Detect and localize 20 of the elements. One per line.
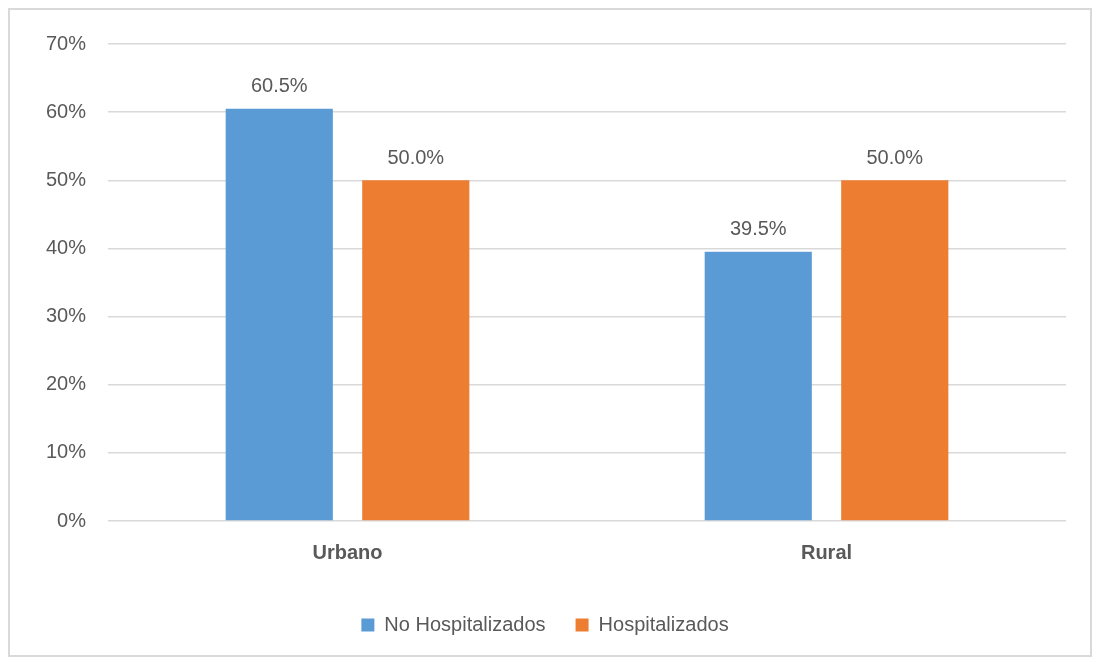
- y-tick-label: 10%: [46, 440, 87, 463]
- x-tick-label: Urbano: [312, 540, 383, 563]
- bar: [225, 108, 333, 521]
- y-tick-label: 30%: [46, 304, 87, 327]
- bar: [704, 251, 812, 521]
- y-tick-label: 70%: [46, 31, 87, 54]
- data-label: 50.0%: [866, 145, 924, 168]
- data-label: 39.5%: [729, 217, 787, 240]
- data-label: 60.5%: [250, 74, 308, 97]
- x-tick-label: Rural: [800, 540, 853, 563]
- bar: [362, 180, 470, 521]
- y-tick-label: 20%: [46, 372, 87, 395]
- data-label: 50.0%: [387, 145, 445, 168]
- y-tick-label: 0%: [57, 508, 87, 531]
- y-tick-label: 60%: [46, 99, 87, 122]
- bar: [841, 180, 949, 521]
- legend-label: Hospitalizados: [598, 612, 729, 635]
- y-tick-label: 40%: [46, 235, 87, 258]
- y-tick-label: 50%: [46, 167, 87, 190]
- legend-label: No Hospitalizados: [384, 612, 546, 635]
